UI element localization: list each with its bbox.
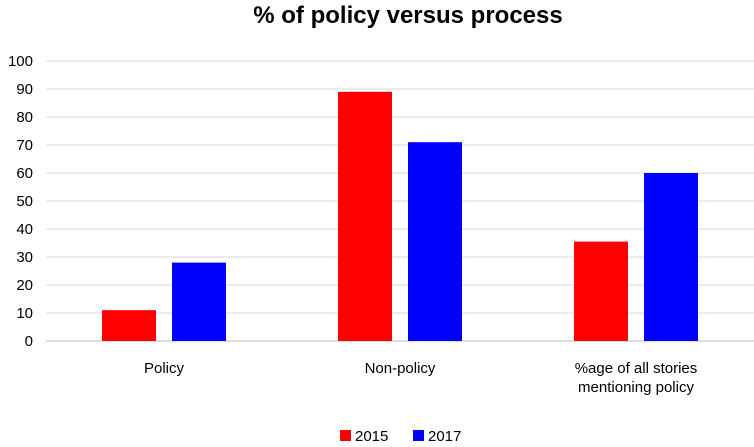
x-axis-categories: Policy Non-policy %age of all stories menti… bbox=[144, 360, 697, 396]
y-tick-label: 70 bbox=[16, 137, 33, 154]
y-tick-label: 10 bbox=[16, 305, 33, 322]
y-tick-label: 0 bbox=[25, 333, 33, 350]
chart-title: % of policy versus process bbox=[253, 2, 562, 29]
bar-2017-0 bbox=[172, 262, 226, 341]
y-tick-label: 30 bbox=[16, 249, 33, 266]
bar-2015-2 bbox=[574, 241, 628, 341]
gridlines bbox=[46, 60, 754, 342]
bar-2015-1 bbox=[338, 91, 392, 341]
legend: 2015 2017 bbox=[340, 428, 461, 445]
legend-swatch-2017 bbox=[413, 430, 424, 441]
bar-2017-2 bbox=[644, 173, 698, 341]
bars bbox=[102, 91, 698, 341]
y-tick-label: 100 bbox=[8, 53, 33, 70]
y-axis-ticks: 0 10 20 30 40 50 60 70 80 90 100 bbox=[8, 53, 33, 350]
legend-swatch-2015 bbox=[340, 430, 351, 441]
legend-label: 2017 bbox=[428, 428, 461, 445]
x-category-label: Policy bbox=[144, 360, 185, 377]
y-tick-label: 50 bbox=[16, 193, 33, 210]
y-tick-label: 60 bbox=[16, 165, 33, 182]
y-tick-label: 80 bbox=[16, 109, 33, 126]
bar-2015-0 bbox=[102, 310, 156, 341]
y-tick-label: 90 bbox=[16, 81, 33, 98]
bar-2017-1 bbox=[408, 142, 462, 341]
x-category-label: %age of all stories bbox=[575, 360, 698, 377]
x-category-label: Non-policy bbox=[365, 360, 436, 377]
y-tick-label: 20 bbox=[16, 277, 33, 294]
legend-label: 2015 bbox=[355, 428, 388, 445]
x-category-label: mentioning policy bbox=[578, 379, 694, 396]
y-tick-label: 40 bbox=[16, 221, 33, 238]
